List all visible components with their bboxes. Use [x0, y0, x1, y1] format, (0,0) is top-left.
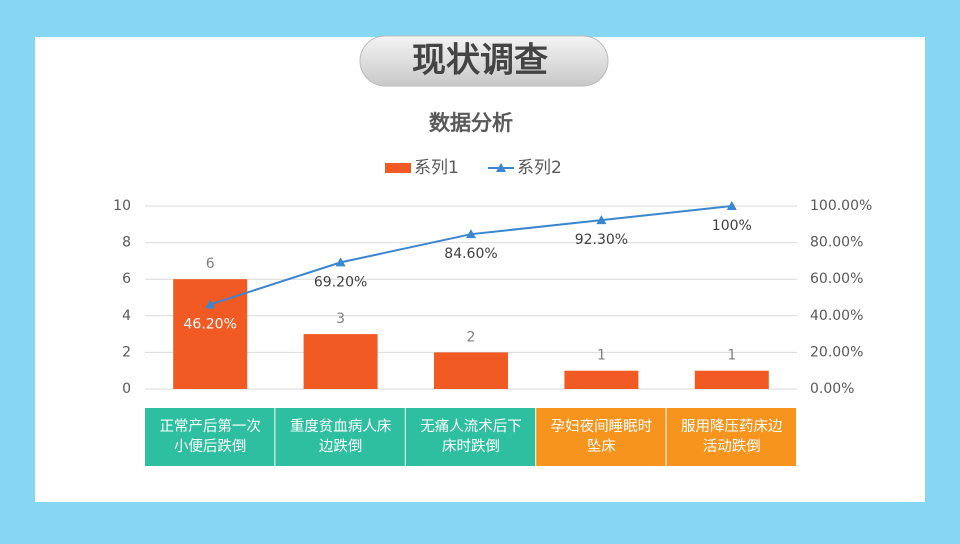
chart-title: 数据分析	[429, 111, 513, 135]
category-label: 孕妇夜间睡眠时坠床	[550, 419, 653, 455]
y2-tick-label: 60.00%	[810, 271, 863, 287]
line-value-label: 46.20%	[184, 316, 237, 332]
bar	[303, 334, 378, 389]
y2-tick-label: 100.00%	[810, 198, 872, 214]
bar	[694, 370, 769, 389]
line-marker	[205, 299, 216, 309]
y2-tick-label: 20.00%	[810, 344, 863, 360]
line-value-label: 69.20%	[314, 274, 367, 290]
line-marker	[466, 229, 476, 239]
bar	[434, 352, 508, 389]
legend-swatch	[385, 163, 411, 173]
category-label: 正常产后第一次小便后跌倒	[159, 419, 261, 455]
line-marker	[596, 215, 607, 225]
y-tick-label: 0	[122, 381, 131, 397]
category-box	[536, 408, 666, 466]
y2-tick-label: 40.00%	[810, 308, 863, 324]
y-tick-label: 4	[122, 308, 131, 324]
category-box	[145, 408, 275, 466]
bar-value-label: 3	[336, 311, 345, 327]
category-label: 无痛人流术后下床时跌倒	[420, 419, 522, 455]
bar-value-label: 1	[727, 348, 736, 364]
legend-label: 系列2	[517, 158, 562, 178]
bar-value-label: 2	[467, 329, 476, 345]
line-marker	[335, 257, 346, 267]
category-label-box: 孕妇夜间睡眠时坠床	[550, 419, 653, 455]
category-label-box: 无痛人流术后下床时跌倒	[420, 419, 522, 455]
category-label-box: 重度贫血病人床边跌倒	[289, 419, 392, 455]
legend-label: 系列1	[414, 158, 459, 178]
y-tick-label: 8	[122, 235, 131, 251]
y-tick-label: 6	[122, 271, 131, 287]
line-value-label: 100%	[712, 218, 752, 234]
category-box	[405, 408, 536, 466]
line-marker	[726, 201, 737, 210]
title-pill	[359, 35, 609, 87]
bar	[564, 370, 639, 389]
category-label: 重度贫血病人床边跌倒	[289, 419, 392, 455]
y2-tick-label: 80.00%	[810, 235, 863, 251]
line-value-label: 92.30%	[575, 232, 628, 248]
y2-tick-label: 0.00%	[810, 381, 854, 397]
header-title: 现状调查	[412, 41, 548, 81]
category-label: 服用降压药床边活动跌倒	[681, 419, 783, 455]
category-box	[666, 408, 796, 466]
line-value-label: 84.60%	[444, 246, 497, 262]
bar-value-label: 1	[597, 348, 606, 364]
category-box	[275, 408, 405, 466]
legend-marker	[496, 163, 506, 172]
y-tick-label: 10	[113, 198, 131, 214]
category-label-box: 服用降压药床边活动跌倒	[681, 419, 783, 455]
bar-value-label: 6	[206, 256, 215, 272]
category-label-box: 正常产后第一次小便后跌倒	[159, 419, 261, 455]
y-tick-label: 2	[122, 344, 131, 360]
